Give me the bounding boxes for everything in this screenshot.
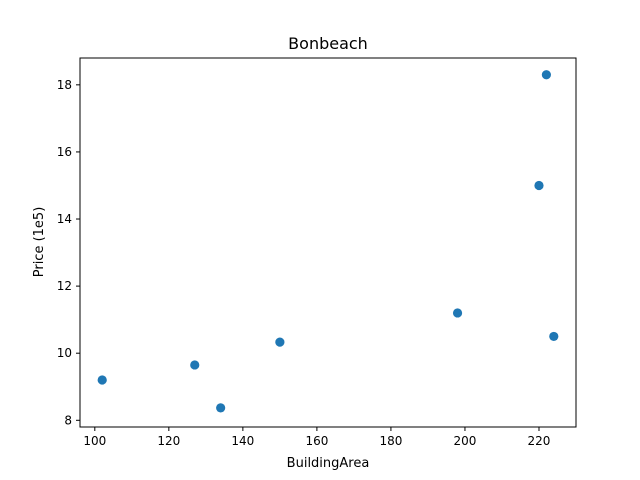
data-point-7 [549,331,559,342]
data-point-2 [216,403,226,413]
x-tick-label-3: 160 [305,434,328,448]
data-point-6 [541,70,551,80]
x-axis-label: BuildingArea [287,456,370,471]
x-tick-label-5: 200 [454,434,477,448]
x-tick-label-2: 140 [231,434,254,448]
y-tick-label-2: 12 [57,279,72,293]
y-tick-label-4: 16 [57,145,72,159]
y-tick-label-1: 10 [57,346,72,360]
plot-area: 100 120 140 160 180 200 220 8 10 12 14 16 18 [57,57,577,448]
x-tick-label-4: 180 [379,434,402,448]
y-tick-label-0: 8 [64,413,72,427]
data-point-1 [190,360,200,370]
y-axis-label: Price (1e5) [32,207,47,278]
data-point-4 [452,308,463,318]
y-tick-label-3: 14 [57,212,72,226]
data-point-5 [534,180,544,191]
data-point-3 [275,337,285,347]
data-point-0 [97,375,107,385]
plot-frame [79,57,577,428]
x-tick-label-6: 220 [528,434,551,448]
chart-title: Bonbeach [288,34,368,53]
y-tick-label-5: 18 [57,78,72,92]
x-tick-label-1: 120 [157,434,180,448]
x-tick-label-0: 100 [83,434,106,448]
